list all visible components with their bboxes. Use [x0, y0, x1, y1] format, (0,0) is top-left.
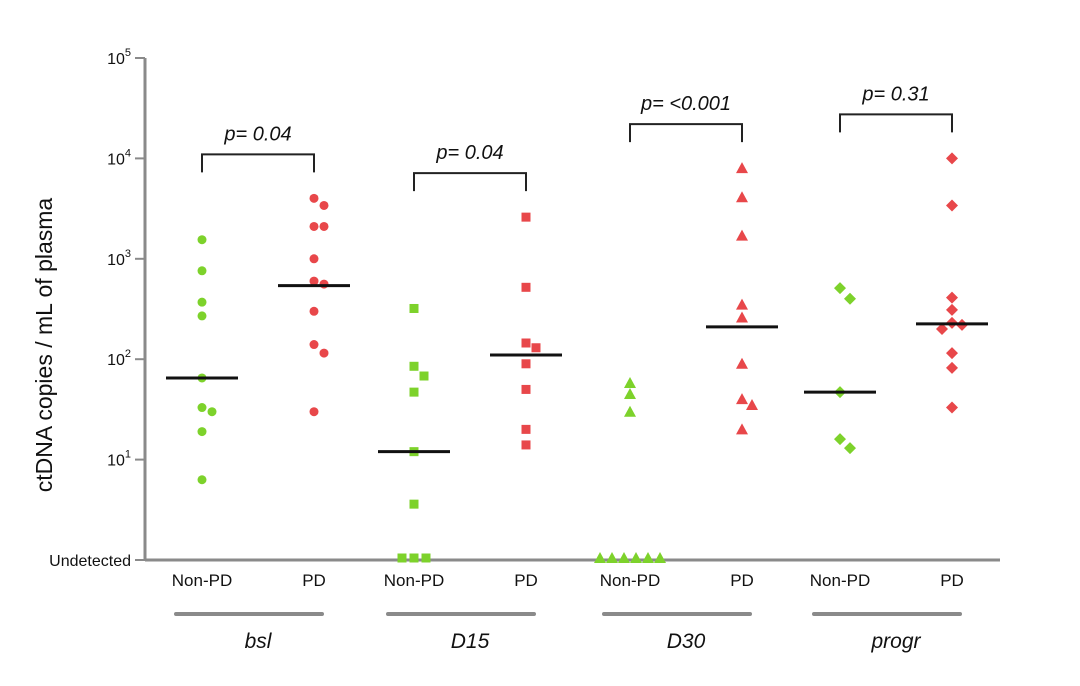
D15-bracket — [413, 172, 527, 192]
progr-pd-point — [946, 401, 958, 414]
progr-bracket — [839, 113, 953, 133]
D30-pd-point — [736, 393, 748, 405]
D30-pd-point — [736, 229, 748, 241]
bsl-pd-point — [319, 200, 329, 210]
D30-pd-label: PD — [730, 571, 754, 590]
y-tick-label: 103 — [107, 248, 131, 269]
progr-pd-point — [946, 291, 958, 304]
bsl-pd-point — [309, 254, 319, 264]
significance-brackets: p= 0.04 p= 0.04 p= <0.001 p= 0.31 — [201, 83, 953, 192]
progr-non_pd-point — [834, 282, 846, 295]
bsl-non_pd-point — [197, 475, 207, 485]
median-lines — [166, 284, 988, 454]
D30-non_pd-undetected-point — [630, 552, 642, 563]
bsl-pd-point — [309, 221, 319, 231]
bsl-non_pd-point — [197, 403, 207, 413]
axes — [143, 58, 1000, 562]
progr-pd-point — [946, 361, 958, 374]
bsl-p-value: p= 0.04 — [223, 123, 291, 145]
D15-non_pd-undetected-point — [409, 553, 419, 563]
bsl-non_pd-point — [197, 235, 207, 245]
D15-pd-point — [521, 424, 531, 434]
y-axis-ticks: 101 102 103 104 105 Undetected — [49, 47, 145, 570]
D30-pd-point — [736, 423, 748, 435]
progr-pd-label: PD — [940, 571, 964, 590]
progr-p-value: p= 0.31 — [861, 83, 929, 105]
progr-group-label: progr — [870, 630, 921, 653]
progr-pd-point — [936, 322, 948, 335]
bsl-pd-point — [309, 306, 319, 316]
y-tick-label: 104 — [107, 147, 131, 168]
bsl-non_pd-point — [197, 427, 207, 437]
bsl-pd-point — [309, 276, 319, 286]
progr-non_pd-point — [834, 433, 846, 446]
D30-non_pd-point — [624, 405, 636, 417]
bsl-non_pd-point — [197, 266, 207, 276]
progr-pd-point — [946, 152, 958, 165]
D30-group-label: D30 — [667, 630, 706, 653]
D30-non_pd-label: Non-PD — [600, 571, 660, 590]
bsl-pd-label: PD — [302, 571, 326, 590]
D15-pd-point — [521, 359, 531, 369]
progr-non_pd-point — [844, 442, 856, 455]
D30-non_pd-point — [624, 388, 636, 400]
D30-non_pd-undetected-point — [594, 552, 606, 563]
D15-pd-point — [521, 212, 531, 222]
D15-pd-point — [521, 440, 531, 450]
D15-non_pd-point — [419, 371, 429, 381]
D30-non_pd-point — [624, 376, 636, 388]
progr-pd-point — [946, 199, 958, 212]
progr-pd-point — [946, 347, 958, 360]
bsl-pd-point — [319, 221, 329, 231]
D30-pd-point — [736, 311, 748, 323]
bsl-pd-point — [319, 348, 329, 358]
D30-non_pd-undetected-point — [618, 552, 630, 563]
y-tick-label: 102 — [107, 348, 131, 369]
D30-non_pd-undetected-point — [654, 552, 666, 563]
y-tick-label: 105 — [107, 47, 131, 68]
bsl-pd-point — [309, 193, 319, 203]
progr-pd-point — [946, 303, 958, 316]
D30-non_pd-undetected-point — [606, 552, 618, 563]
x-axis-labels: Non-PD PD bsl Non-PD PD D15 Non-PD PD D30 Non-PD P… — [172, 571, 964, 653]
D30-bracket — [629, 123, 743, 143]
D15-pd-point — [521, 384, 531, 394]
y-tick-label: 101 — [107, 449, 131, 470]
D30-pd-point — [736, 191, 748, 203]
progr-non_pd-label: Non-PD — [810, 571, 870, 590]
bsl-group-label: bsl — [245, 630, 273, 653]
D15-p-value: p= 0.04 — [435, 142, 503, 164]
D15-non_pd-point — [409, 361, 419, 371]
D30-non_pd-undetected-point — [642, 552, 654, 563]
D30-pd-point — [746, 398, 758, 410]
bsl-pd-point — [309, 407, 319, 417]
bsl-non_pd-label: Non-PD — [172, 571, 232, 590]
bsl-pd-point — [309, 340, 319, 350]
undetected-label: Undetected — [49, 553, 131, 570]
bsl-pd-point — [319, 279, 329, 289]
bsl-non_pd-point — [197, 311, 207, 321]
D15-pd-label: PD — [514, 571, 538, 590]
D15-non_pd-label: Non-PD — [384, 571, 444, 590]
bsl-bracket — [201, 153, 315, 173]
D30-pd-point — [736, 357, 748, 369]
D15-pd-point — [521, 282, 531, 292]
progr-non_pd-point — [844, 292, 856, 305]
D15-non_pd-undetected-point — [421, 553, 431, 563]
D30-pd-point — [736, 162, 748, 174]
D15-group-label: D15 — [451, 630, 490, 653]
D30-pd-point — [736, 298, 748, 310]
bsl-non_pd-point — [197, 297, 207, 307]
D15-non_pd-point — [409, 387, 419, 397]
data-points — [197, 152, 968, 563]
D30-p-value: p= <0.001 — [640, 93, 731, 115]
D15-pd-point — [531, 343, 541, 353]
D15-pd-point — [521, 338, 531, 348]
D15-non_pd-undetected-point — [397, 553, 407, 563]
y-axis-label: ctDNA copies / mL of plasma — [31, 198, 57, 493]
bsl-non_pd-point — [207, 407, 217, 417]
D15-non_pd-point — [409, 303, 419, 313]
D15-non_pd-point — [409, 499, 419, 509]
